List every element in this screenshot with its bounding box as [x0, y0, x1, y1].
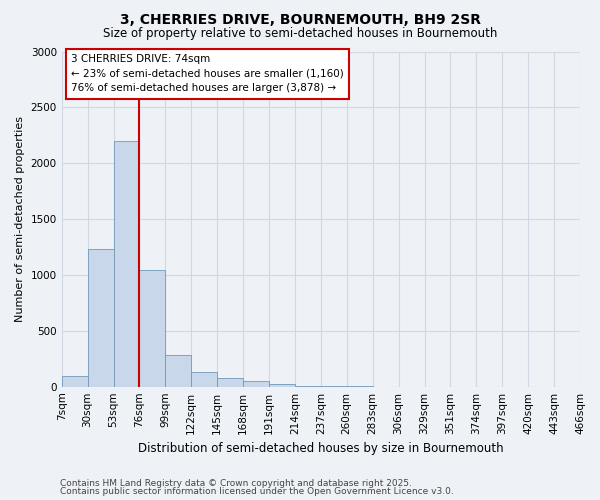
Bar [166, 356, 191, 386]
Bar [139, 270, 166, 386]
Bar [217, 378, 243, 386]
Bar [62, 376, 88, 386]
Text: Contains HM Land Registry data © Crown copyright and database right 2025.: Contains HM Land Registry data © Crown c… [60, 478, 412, 488]
Text: 3, CHERRIES DRIVE, BOURNEMOUTH, BH9 2SR: 3, CHERRIES DRIVE, BOURNEMOUTH, BH9 2SR [119, 12, 481, 26]
Bar [191, 372, 217, 386]
Bar [269, 384, 295, 386]
Text: Size of property relative to semi-detached houses in Bournemouth: Size of property relative to semi-detach… [103, 28, 497, 40]
Text: 3 CHERRIES DRIVE: 74sqm
← 23% of semi-detached houses are smaller (1,160)
76% of: 3 CHERRIES DRIVE: 74sqm ← 23% of semi-de… [71, 54, 343, 94]
X-axis label: Distribution of semi-detached houses by size in Bournemouth: Distribution of semi-detached houses by … [138, 442, 503, 455]
Bar [113, 142, 139, 386]
Bar [243, 381, 269, 386]
Text: Contains public sector information licensed under the Open Government Licence v3: Contains public sector information licen… [60, 487, 454, 496]
Bar [88, 250, 113, 386]
Y-axis label: Number of semi-detached properties: Number of semi-detached properties [15, 116, 25, 322]
